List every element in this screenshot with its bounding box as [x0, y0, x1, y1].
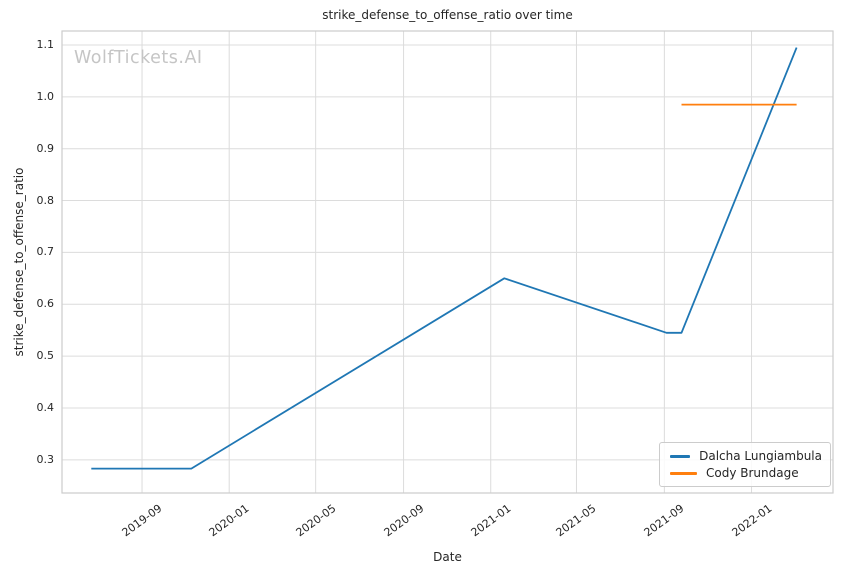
- x-axis-title: Date: [433, 550, 462, 564]
- watermark: WolfTickets.AI: [74, 48, 203, 68]
- legend-item: Cody Brundage: [668, 466, 822, 480]
- legend-label: Cody Brundage: [706, 466, 799, 480]
- y-tick-label: 0.8: [36, 193, 55, 207]
- legend-item: Dalcha Lungiambula: [668, 449, 822, 463]
- y-tick-label: 1.0: [36, 89, 55, 103]
- legend-line-swatch-dalcha-lungiambula: [670, 454, 691, 458]
- plot-border: [61, 30, 834, 494]
- y-tick-label: 0.5: [36, 349, 55, 363]
- series-line-dalcha-lungiambula: [91, 47, 798, 470]
- y-tick-label: 0.6: [36, 297, 55, 311]
- legend: Dalcha Lungiambula Cody Brundage: [659, 442, 831, 487]
- y-tick-label: 0.3: [36, 452, 55, 466]
- legend-label: Dalcha Lungiambula: [699, 449, 822, 463]
- y-axis-title: strike_defense_to_offense_ratio: [12, 167, 26, 357]
- y-tick-label: 1.1: [36, 38, 55, 51]
- y-tick-label: 0.9: [36, 141, 55, 155]
- y-tick-label: 0.7: [36, 245, 55, 259]
- chart-title: strike_defense_to_offense_ratio over tim…: [322, 8, 573, 22]
- y-tick-label: 0.4: [36, 400, 55, 414]
- legend-line-swatch-cody-brundage: [670, 471, 697, 475]
